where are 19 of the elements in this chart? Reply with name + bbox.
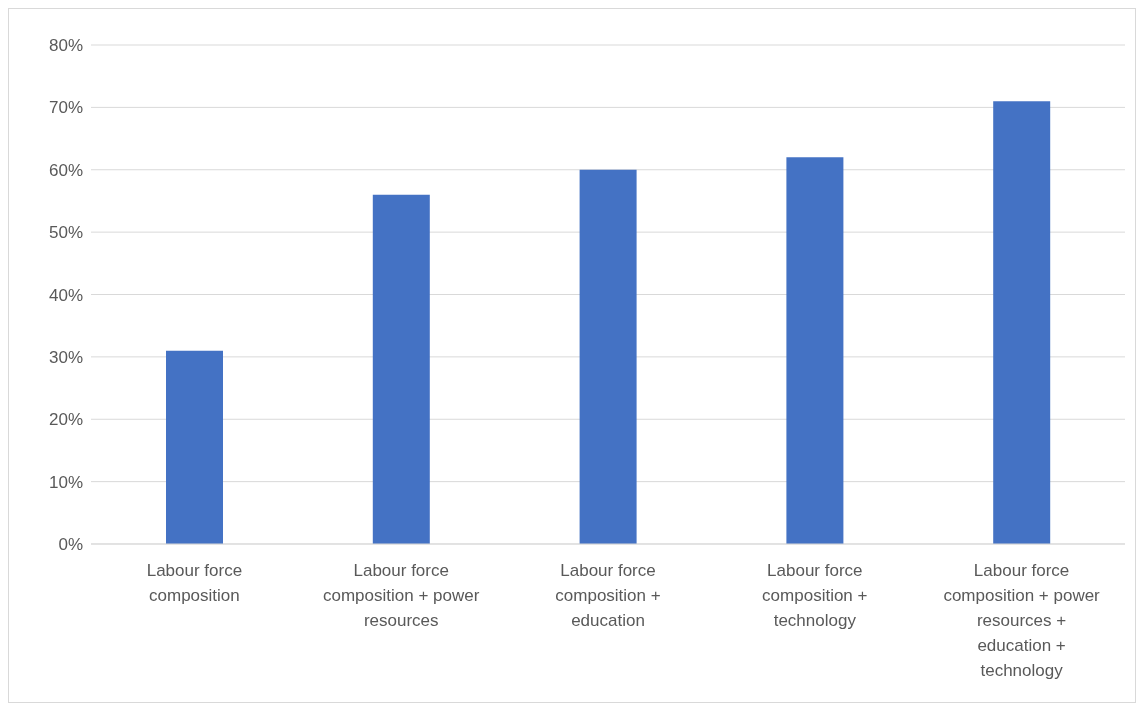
y-tick-label: 80% xyxy=(48,36,83,56)
bar xyxy=(993,101,1051,544)
y-tick-label: 40% xyxy=(48,285,83,305)
x-tick-label: Labour force composition + technology xyxy=(762,561,868,630)
y-tick-label: 10% xyxy=(48,472,83,492)
bar xyxy=(786,157,844,544)
y-tick-label: 50% xyxy=(48,223,83,243)
bar xyxy=(372,194,430,544)
x-tick-label: Labour force composition + power resources + education + technology xyxy=(943,561,1101,680)
y-tick-label: 0% xyxy=(58,535,83,555)
bar xyxy=(579,169,637,544)
x-tick-label: Labour force composition + education xyxy=(555,561,661,630)
bar xyxy=(166,350,223,544)
y-tick-label: 60% xyxy=(48,160,83,180)
y-tick-label: 30% xyxy=(48,347,83,367)
y-tick-label: 70% xyxy=(48,98,83,118)
y-tick-label: 20% xyxy=(48,410,83,430)
x-tick-label: Labour force composition + power resources xyxy=(323,561,480,630)
x-tick-label: Labour force composition xyxy=(146,561,243,605)
